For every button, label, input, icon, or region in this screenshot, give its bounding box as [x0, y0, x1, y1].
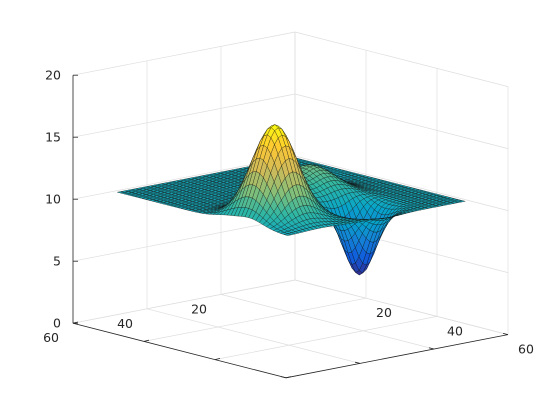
front-right-axis-line	[285, 334, 509, 379]
x-tick-label: 20	[376, 305, 392, 320]
x-tick-label: 60	[518, 342, 534, 357]
x-tick-label: 40	[447, 323, 463, 338]
z-tick-label: 0	[53, 316, 61, 331]
grid-line-wall-z	[294, 279, 509, 335]
x-tick-mark	[285, 376, 292, 379]
y-tick-label: 40	[117, 316, 133, 331]
y-tick-label: 20	[191, 301, 207, 316]
surface-mesh	[117, 124, 466, 276]
grid-line-floor-x	[143, 297, 367, 342]
axes-box	[72, 74, 509, 379]
grid-line-wall-z	[294, 217, 509, 273]
z-tick-label: 10	[45, 192, 61, 207]
surface-face	[283, 233, 293, 236]
x-tick-mark	[72, 321, 79, 324]
z-tick-label: 15	[45, 130, 61, 145]
y-tick-mark	[428, 347, 435, 350]
grid-line-floor-x	[214, 316, 438, 360]
y-tick-mark	[502, 333, 509, 335]
y-tick-mark	[354, 361, 361, 364]
tick-labels: 0 5 10 15 20 20 40 60 20 40 60	[43, 68, 534, 357]
grid-line-wall-z	[72, 31, 296, 76]
z-tick-label: 20	[45, 68, 61, 83]
y-tick-mark	[280, 376, 287, 379]
grid-line-wall-z	[72, 93, 296, 138]
grid-line-floor-y	[146, 308, 361, 364]
grid-line-wall-z	[294, 31, 509, 87]
grid-line-wall-z	[294, 155, 509, 211]
y-tick-label: 60	[43, 330, 59, 345]
grid-line-floor-y	[220, 294, 435, 350]
z-tick-label: 5	[53, 254, 61, 269]
grid-line-wall-z	[294, 93, 509, 149]
grid-line-wall-z	[72, 279, 296, 324]
x-tick-mark	[214, 358, 221, 360]
front-left-axis-line	[72, 322, 287, 379]
grid-line-wall-z	[72, 217, 296, 262]
x-tick-mark	[143, 339, 150, 342]
